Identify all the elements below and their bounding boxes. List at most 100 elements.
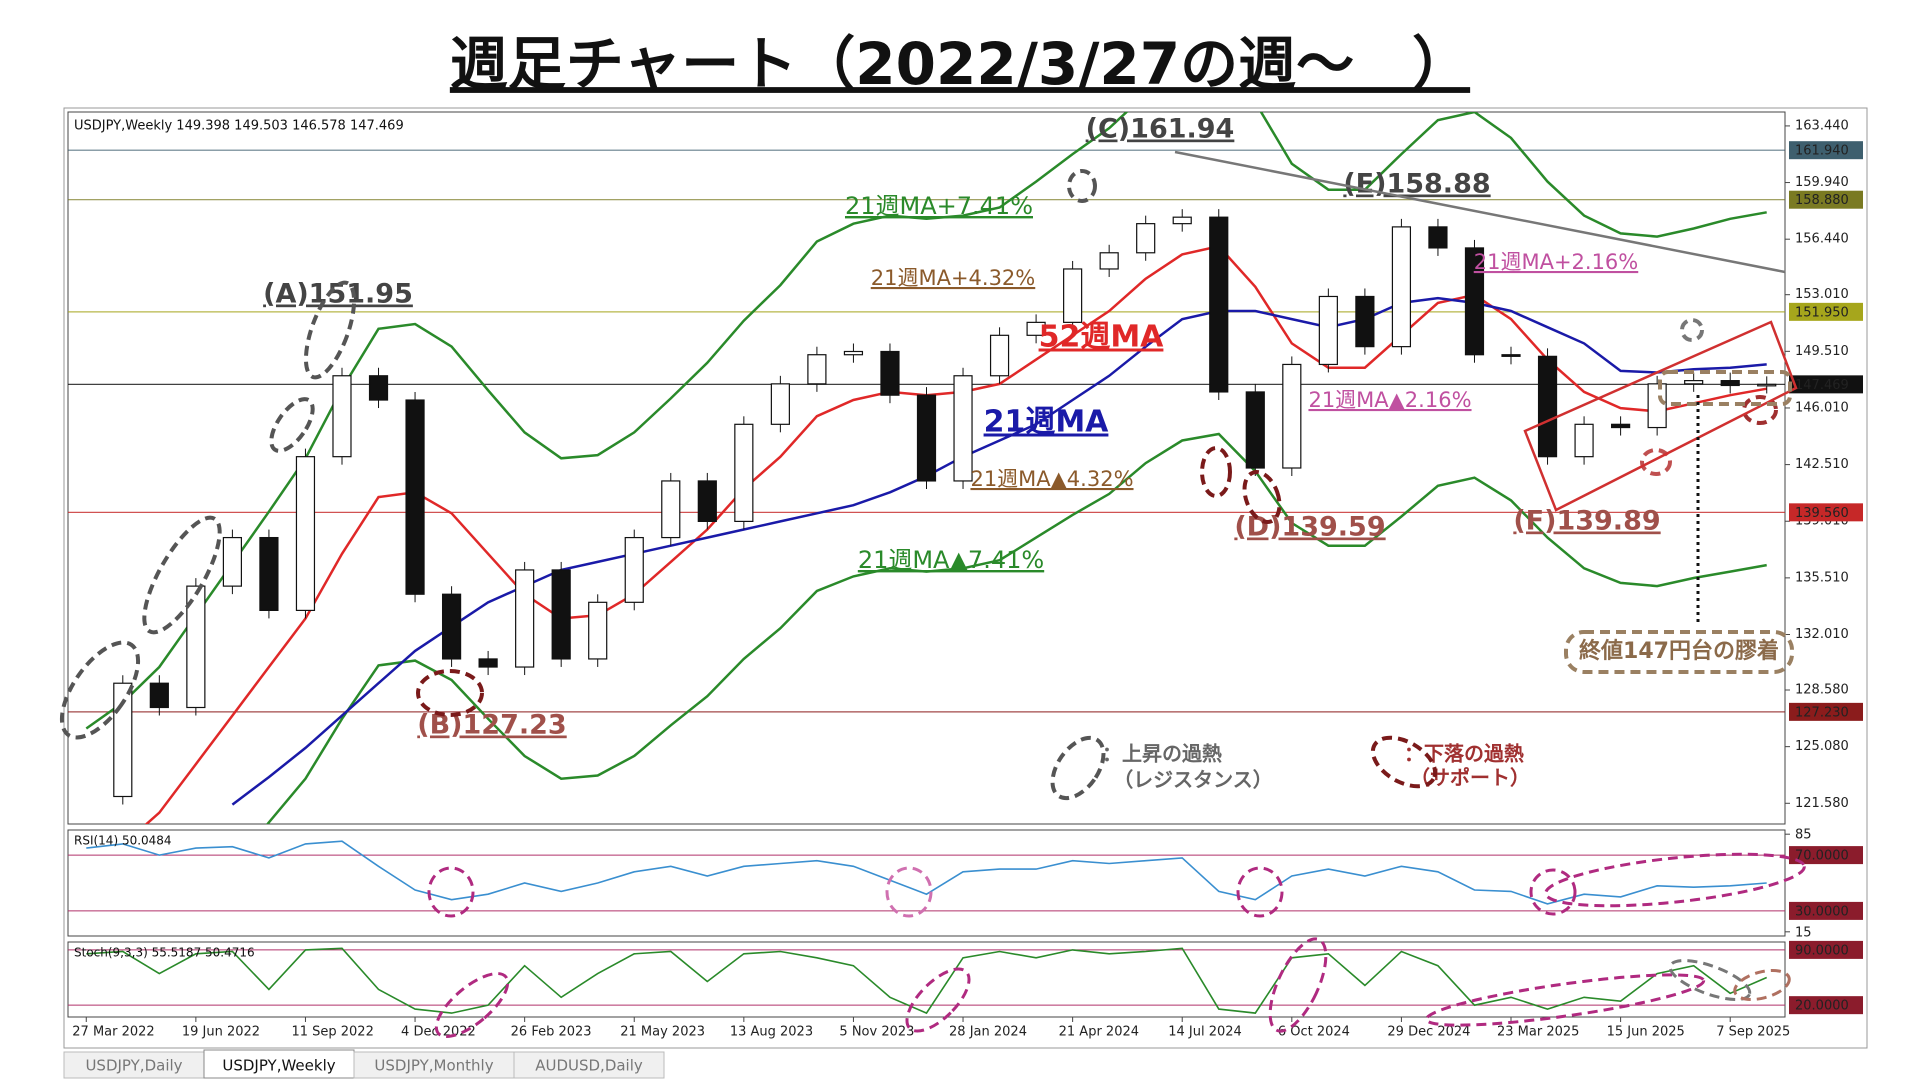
y-tick-label: 128.580 — [1795, 683, 1849, 698]
ellipse — [1742, 395, 1778, 425]
candle — [478, 658, 498, 668]
level-label: 127.230 — [1795, 705, 1849, 720]
level-label: 161.940 — [1795, 144, 1849, 159]
tab[interactable] — [353, 1051, 515, 1079]
annotation: 終値147円台の膠着 — [1579, 638, 1779, 664]
level-label: 147.469 — [1795, 378, 1849, 393]
x-tick-label: 13 Aug 2023 — [730, 1025, 813, 1040]
y-tick-label: 149.510 — [1795, 344, 1849, 359]
y-tick-label: 70.0000 — [1795, 849, 1849, 864]
level-box — [1789, 901, 1863, 920]
annotation: (E)158.88 — [1343, 169, 1490, 200]
y-tick-label: 15 — [1795, 925, 1812, 940]
candle — [1537, 355, 1558, 458]
candle — [1574, 423, 1594, 458]
rsi-panel — [67, 829, 1786, 937]
x-tick-label: 26 Feb 2023 — [511, 1025, 592, 1040]
candle — [807, 354, 827, 385]
rsi-ellipse — [1236, 866, 1284, 918]
y-tick-label: 20.0000 — [1795, 999, 1849, 1014]
y-tick-label: 142.510 — [1795, 457, 1849, 472]
candle — [515, 569, 535, 668]
x-tick-label: 19 Jun 2022 — [182, 1025, 260, 1040]
series-line — [86, 840, 1767, 905]
panel-title: Stoch(9,3,3) 55.5187 50.4716 — [74, 946, 255, 960]
series-line — [266, 432, 1767, 824]
y-tick-label: 125.080 — [1795, 739, 1849, 754]
level-box — [1789, 846, 1863, 865]
y-tick-label: 146.010 — [1795, 400, 1849, 415]
y-tick-label: 121.580 — [1795, 796, 1849, 811]
annotation: (A)151.95 — [263, 279, 413, 310]
annotation: 21週MA+4.32% — [871, 266, 1036, 290]
chart-header: USDJPY,Weekly 149.398 149.503 146.578 14… — [74, 119, 404, 134]
ellipse — [269, 397, 315, 453]
annotation: ：上昇の過熱 — [1102, 742, 1222, 766]
level-box — [1789, 940, 1863, 959]
candle — [259, 536, 279, 612]
series-name: 52週MA — [1039, 320, 1165, 355]
series-line — [231, 296, 1767, 806]
candle — [1245, 391, 1265, 469]
x-tick-label: 23 Mar 2025 — [1497, 1025, 1579, 1040]
tab-label[interactable]: AUDUSD,Daily — [535, 1057, 643, 1075]
x-tick-label: 21 May 2023 — [620, 1025, 705, 1040]
candle — [1136, 223, 1156, 254]
annotation: ：下落の過熱 — [1404, 742, 1524, 766]
tab[interactable] — [513, 1051, 665, 1079]
level-box — [1789, 375, 1863, 394]
y-tick-label: 85 — [1795, 828, 1812, 843]
ellipse — [416, 669, 484, 717]
candle — [880, 350, 900, 396]
x-tick-label: 7 Sep 2025 — [1716, 1025, 1790, 1040]
ellipse — [1242, 469, 1282, 525]
candle — [1428, 226, 1448, 249]
rsi-ellipse — [1544, 852, 1806, 908]
tab-label[interactable]: USDJPY,Monthly — [374, 1057, 493, 1075]
tab-label[interactable]: USDJPY,Daily — [85, 1057, 182, 1075]
y-tick-label: 132.010 — [1795, 627, 1849, 642]
x-tick-label: 28 Jan 2024 — [949, 1025, 1027, 1040]
stoch-ellipse — [1424, 973, 1706, 1027]
candle — [1647, 383, 1667, 429]
candle — [1757, 383, 1777, 387]
stoch-panel — [67, 941, 1786, 1018]
annotation: (C)161.94 — [1086, 114, 1235, 145]
candle — [1355, 295, 1375, 348]
x-tick-label: 14 Jul 2024 — [1168, 1025, 1242, 1040]
level-box — [1789, 141, 1863, 160]
candle — [624, 536, 644, 603]
candle — [295, 456, 316, 612]
level-box — [1789, 302, 1863, 321]
annotation: 21週MA+2.16% — [1474, 250, 1639, 274]
ellipse — [303, 280, 357, 380]
candle — [953, 375, 973, 482]
candle — [1063, 268, 1083, 323]
main-panel — [67, 111, 1786, 825]
candle — [1209, 216, 1229, 393]
stoch-ellipse — [1668, 959, 1752, 1001]
ellipse — [1067, 169, 1097, 203]
series-name: 21週MA▲7.41% — [858, 546, 1044, 574]
candle — [1391, 226, 1412, 348]
x-tick-label: 27 Mar 2022 — [72, 1025, 154, 1040]
note-box — [1564, 630, 1794, 674]
ellipse — [59, 640, 141, 740]
candle — [734, 423, 754, 522]
candle — [332, 375, 352, 458]
ellipse — [1200, 446, 1232, 498]
x-tick-label: 29 Dec 2024 — [1387, 1025, 1470, 1040]
tab[interactable] — [63, 1051, 205, 1079]
candle — [1611, 423, 1631, 429]
x-tick-label: 6 Oct 2024 — [1278, 1025, 1350, 1040]
level-box — [1789, 190, 1863, 209]
annotation: （サポート） — [1410, 766, 1530, 790]
panel-title: RSI(14) 50.0484 — [74, 834, 172, 848]
y-tick-label: 159.940 — [1795, 175, 1849, 190]
range-box — [1523, 320, 1798, 512]
candle — [368, 375, 389, 401]
tab-label[interactable]: USDJPY,Weekly — [222, 1057, 335, 1075]
y-tick-label: 163.440 — [1795, 118, 1849, 133]
ellipse — [1640, 448, 1672, 476]
